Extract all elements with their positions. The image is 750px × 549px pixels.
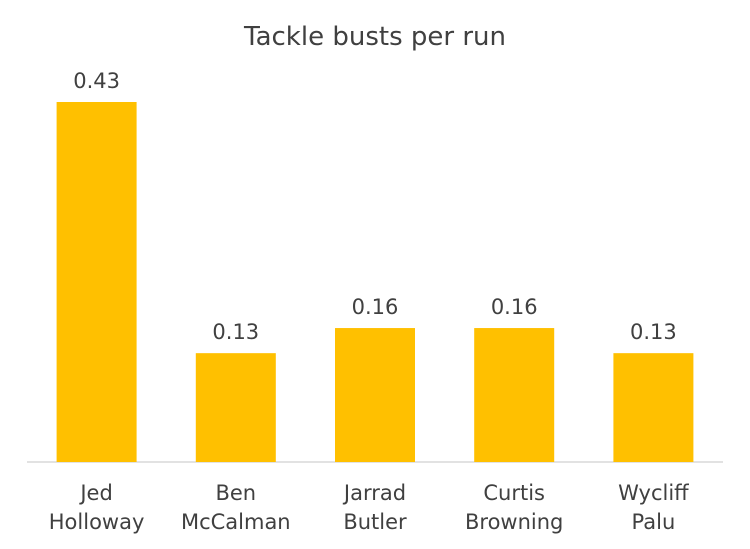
category-label-1-line-0: Ben xyxy=(215,481,256,505)
category-label-1-line-1: McCalman xyxy=(181,510,291,534)
bar-3 xyxy=(474,328,555,462)
bar-0 xyxy=(56,102,137,462)
category-label-3-line-1: Browning xyxy=(465,510,563,534)
category-label-3-line-0: Curtis xyxy=(483,481,545,505)
category-label-0-line-1: Holloway xyxy=(49,510,145,534)
category-label-4-line-1: Palu xyxy=(632,510,676,534)
bar-1 xyxy=(195,353,276,462)
data-label-2: 0.16 xyxy=(352,295,399,319)
category-label-0-line-0: Jed xyxy=(78,481,112,505)
data-label-0: 0.43 xyxy=(73,69,120,93)
category-label-2-line-0: Jarrad xyxy=(342,481,406,505)
data-label-3: 0.16 xyxy=(491,295,538,319)
bar-4 xyxy=(613,353,694,462)
chart-title: Tackle busts per run xyxy=(244,22,506,52)
category-label-2-line-1: Butler xyxy=(343,510,407,534)
data-label-4: 0.13 xyxy=(630,320,677,344)
data-label-1: 0.13 xyxy=(212,320,259,344)
category-label-4-line-0: Wycliff xyxy=(618,481,689,505)
bar-2 xyxy=(335,328,415,462)
